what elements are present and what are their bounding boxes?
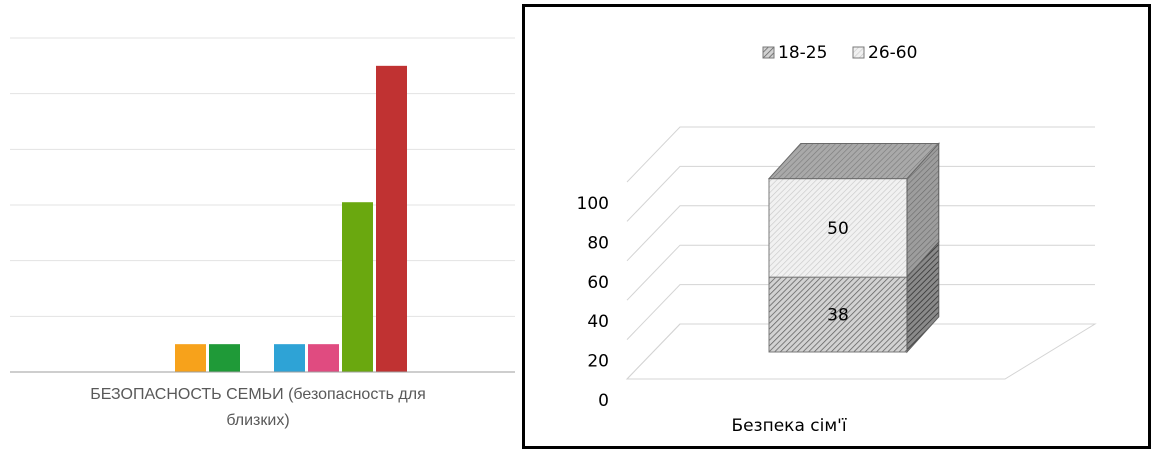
left-bar-6	[376, 65, 407, 372]
left-category-label-line-1: БЕЗОПАСНОСТЬ СЕМЬИ (безопасность для	[90, 386, 426, 403]
bar-top-face	[767, 142, 940, 180]
left-bar-1	[175, 344, 206, 372]
gridline	[626, 165, 1095, 222]
gridline	[626, 205, 1095, 262]
y-tick-label: 100	[577, 194, 609, 214]
3d-stacked-bar	[767, 142, 940, 354]
gridline	[626, 323, 1095, 380]
y-tick-label: 60	[587, 273, 609, 293]
left-bar-chart: БЕЗОПАСНОСТЬ СЕМЬИ (безопасность для бли…	[10, 37, 515, 429]
3d-walls-and-gridlines	[625, 126, 1097, 380]
right-category-label: Безпека сім'ї	[731, 416, 846, 436]
data-label-26-60: 50	[827, 219, 849, 239]
y-tick-label: 80	[587, 233, 609, 253]
left-category-label-line-2: близких)	[226, 412, 289, 429]
legend-label-26-60: 26-60	[868, 43, 917, 63]
left-bar-5	[342, 202, 373, 372]
left-bars	[175, 65, 407, 372]
gridline	[626, 126, 1095, 183]
left-gridlines	[10, 37, 515, 317]
y-axis-tick-labels: 0 20 40 60 80 100	[577, 194, 609, 411]
legend-swatch-18-25	[762, 46, 775, 59]
y-tick-label: 0	[598, 391, 609, 411]
right-chart-panel: 18-25 26-60 0 20 40 60 80 100 38 50 Безпека сім…	[522, 4, 1151, 449]
right-3d-stacked-bar-chart: 18-25 26-60 0 20 40 60 80 100 38 50 Безпека сім…	[577, 43, 1097, 436]
y-tick-label: 40	[587, 312, 609, 332]
legend-label-18-25: 18-25	[778, 43, 827, 63]
y-tick-label: 20	[587, 352, 609, 372]
left-bar-4	[308, 344, 339, 372]
left-bar-3	[274, 344, 305, 372]
left-bar-2	[209, 344, 240, 372]
data-labels: 38 50	[827, 219, 849, 326]
gridline	[626, 284, 1095, 340]
legend: 18-25 26-60	[762, 43, 917, 63]
legend-swatch-26-60	[852, 46, 865, 59]
gridline	[626, 244, 1095, 301]
data-label-18-25: 38	[827, 306, 849, 326]
